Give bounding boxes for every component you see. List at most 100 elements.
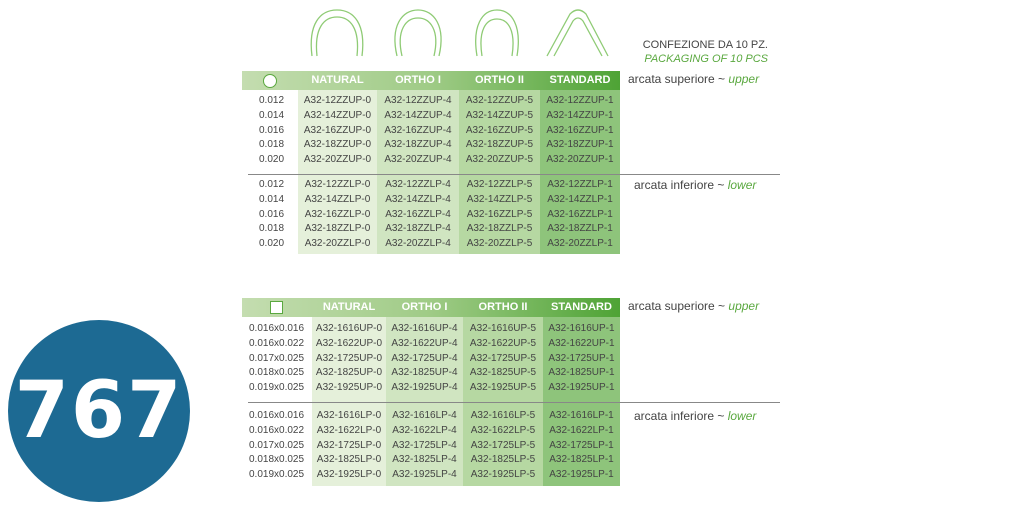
part-code: A32-1925LP-4 (392, 469, 457, 481)
wire-size: 0.012 (259, 95, 285, 106)
column-bg-natural (312, 317, 386, 486)
wire-size: 0.016x0.016 (249, 323, 305, 334)
wire-size: 0.019x0.025 (249, 382, 305, 394)
wire-size: 0.014 (259, 193, 285, 205)
part-code: A32-20ZZLP-1 (547, 238, 613, 250)
part-code: A32-1825UP-5 (469, 367, 537, 379)
column-header: ORTHO II (475, 74, 524, 86)
part-code: A32-14ZZUP-1 (546, 109, 614, 121)
part-code: A32-1725LP-0 (316, 439, 382, 451)
part-code: A32-1725UP-1 (548, 352, 615, 364)
part-code: A32-18ZZLP-5 (466, 223, 533, 235)
part-code: A32-1725UP-0 (315, 352, 383, 364)
section-divider (248, 174, 780, 175)
part-code: A32-14ZZLP-4 (385, 193, 451, 205)
part-code: A32-20ZZUP-0 (303, 154, 372, 166)
section-divider (248, 402, 780, 403)
part-code: A32-16ZZLP-5 (466, 208, 533, 220)
part-code: A32-12ZZUP-5 (465, 95, 534, 106)
part-code: A32-16ZZUP-5 (465, 124, 534, 136)
part-code: A32-18ZZLP-4 (385, 223, 451, 235)
upper-label-en: upper (728, 72, 760, 86)
table-header: NATURAL ORTHO I ORTHO II STANDARD (242, 71, 620, 90)
part-code: A32-14ZZLP-1 (547, 193, 613, 205)
part-code: A32-16ZZUP-0 (303, 124, 372, 136)
column-header: NATURAL (311, 74, 364, 86)
wire-size: 0.018 (259, 223, 285, 235)
part-code: A32-16ZZUP-4 (384, 124, 452, 136)
part-code: A32-1925LP-1 (549, 469, 614, 481)
part-code: A32-1825UP-4 (391, 367, 458, 379)
column-bg-ortho-ii (459, 90, 540, 254)
column-header: STANDARD (551, 301, 612, 313)
part-code: A32-20ZZUP-5 (465, 154, 534, 166)
upper-label-en: upper (728, 299, 760, 313)
ortho-ii-arch-icon (475, 9, 519, 57)
part-code: A32-18ZZUP-0 (303, 139, 372, 151)
ortho-i-arch-icon (394, 9, 442, 57)
part-code: A32-12ZZUP-0 (303, 95, 372, 106)
column-header: ORTHO II (478, 301, 528, 313)
round-wire-icon (263, 74, 277, 88)
wire-size: 0.018 (259, 139, 285, 151)
lower-label-en: lower (727, 409, 757, 423)
part-code: A32-14ZZLP-0 (304, 193, 371, 205)
part-code: A32-12ZZUP-1 (546, 95, 614, 106)
wire-size: 0.018x0.025 (249, 367, 305, 379)
part-code: A32-16ZZLP-1 (547, 208, 613, 220)
natural-arch-icon (310, 9, 364, 57)
part-code: A32-1622UP-0 (315, 337, 383, 349)
column-header: STANDARD (549, 74, 611, 86)
part-code: A32-16ZZLP-0 (304, 208, 371, 220)
part-code: A32-1622LP-5 (470, 424, 536, 436)
part-code: A32-14ZZUP-4 (384, 109, 452, 121)
upper-arch-label: arcata superiore ~ upper (628, 72, 760, 86)
part-code: A32-20ZZLP-0 (304, 238, 371, 250)
part-code: A32-1616UP-5 (469, 323, 537, 334)
part-code: A32-18ZZLP-1 (547, 223, 613, 235)
arch-icons (310, 9, 609, 57)
lower-arch-label: arcata inferiore ~ lower (634, 178, 757, 192)
part-code: A32-1616LP-1 (549, 410, 614, 421)
upper-arch-label: arcata superiore ~ upper (628, 299, 760, 313)
lower-label-en: lower (727, 178, 757, 192)
part-code: A32-1622LP-0 (316, 424, 382, 436)
part-code: A32-1725UP-4 (391, 352, 458, 364)
part-code: A32-1622LP-1 (549, 424, 614, 436)
part-code: A32-18ZZUP-5 (465, 139, 534, 151)
part-code: A32-1616UP-1 (548, 323, 615, 334)
part-code: A32-18ZZUP-4 (384, 139, 452, 151)
rectangular-wire-icon (270, 301, 283, 314)
product-number-badge: 767 (8, 320, 190, 502)
part-code: A32-20ZZLP-4 (385, 238, 451, 250)
packaging-info: CONFEZIONE DA 10 PZ. PACKAGING OF 10 PCS (643, 38, 768, 66)
part-code: A32-1725LP-4 (392, 439, 457, 451)
part-code: A32-14ZZLP-5 (466, 193, 533, 205)
part-code: A32-12ZZLP-0 (304, 179, 371, 190)
part-code: A32-12ZZLP-4 (385, 179, 451, 190)
part-code: A32-16ZZUP-1 (546, 124, 614, 136)
part-code: A32-1622UP-4 (391, 337, 458, 349)
part-code: A32-1825LP-4 (392, 454, 457, 466)
part-code: A32-1616LP-5 (470, 410, 536, 421)
part-code: A32-1925UP-4 (391, 382, 458, 394)
part-code: A32-1622UP-5 (469, 337, 537, 349)
column-bg-ortho-i (386, 317, 463, 486)
part-code: A32-20ZZUP-4 (384, 154, 452, 166)
wire-size: 0.017x0.025 (249, 352, 305, 364)
packaging-english: PACKAGING OF 10 PCS (644, 53, 768, 65)
column-bg-natural (298, 90, 377, 254)
column-bg-ortho-i (377, 90, 459, 254)
part-code: A32-18ZZUP-1 (546, 139, 614, 151)
part-code: A32-1622UP-1 (548, 337, 615, 349)
part-code: A32-1925UP-1 (548, 382, 615, 394)
part-code: A32-12ZZUP-4 (384, 95, 452, 106)
part-code: A32-1925UP-5 (469, 382, 537, 394)
column-header: ORTHO I (401, 301, 448, 313)
table-header: NATURAL ORTHO I ORTHO II STANDARD (242, 298, 620, 317)
part-code: A32-1616UP-4 (391, 323, 458, 334)
part-code: A32-1725LP-5 (470, 439, 536, 451)
part-code: A32-1725UP-5 (469, 352, 537, 364)
wire-size: 0.012 (259, 179, 285, 190)
wire-size: 0.020 (259, 154, 285, 166)
